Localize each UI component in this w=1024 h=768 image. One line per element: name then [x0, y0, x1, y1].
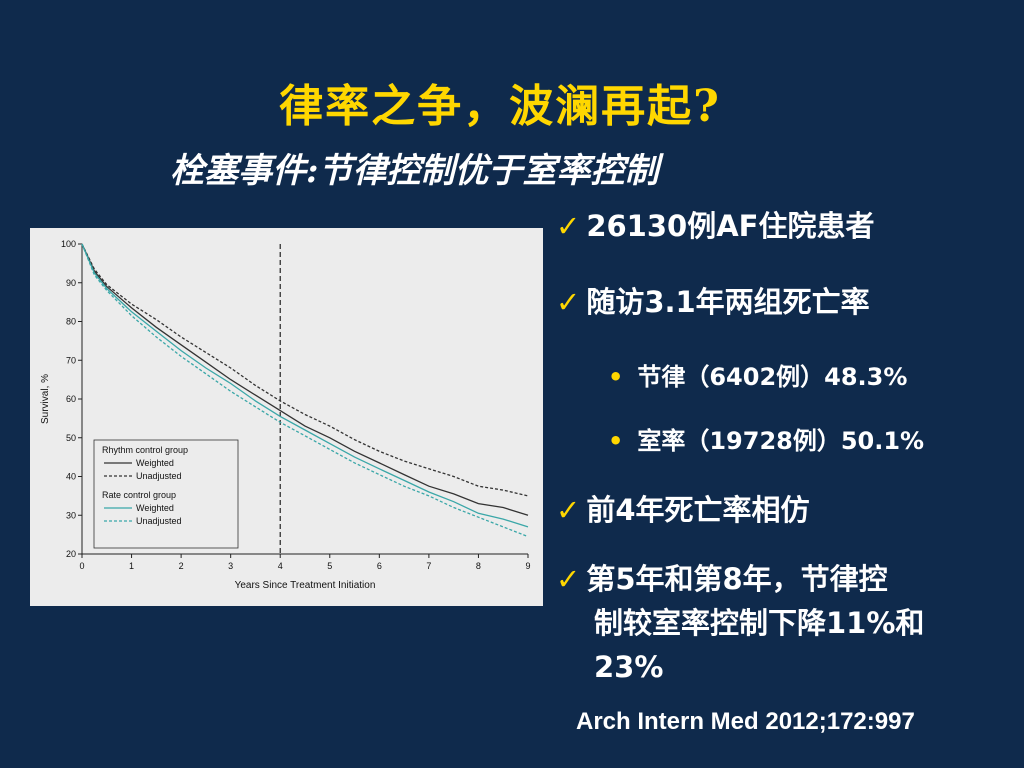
y-tick-label: 20 — [66, 549, 76, 559]
series-line-rhythm-unadjusted — [81, 243, 529, 497]
x-tick-label: 7 — [426, 561, 431, 571]
legend-item-label: Unadjusted — [136, 516, 182, 526]
x-tick-label: 6 — [377, 561, 382, 571]
survival-chart-panel: 0 1 2 3 4 5 6 7 8 9 20 30 40 50 60 70 80 90 100 Years Since… — [30, 228, 543, 606]
sub-bullet-2-text: 室率（19728例）50.1% — [637, 427, 925, 455]
checkmark-icon: ✓ — [556, 493, 581, 527]
bullet-4-text-3: 23% — [594, 650, 664, 684]
y-tick-label: 90 — [66, 278, 76, 288]
citation: Arch Intern Med 2012;172:997 — [576, 708, 915, 735]
checkmark-icon: ✓ — [556, 285, 581, 319]
x-tick-label: 4 — [278, 561, 283, 571]
x-tick-label: 8 — [476, 561, 481, 571]
survival-chart: 0 1 2 3 4 5 6 7 8 9 20 30 40 50 60 70 80 90 100 Years Since… — [40, 239, 531, 591]
y-tick-label: 80 — [66, 317, 76, 327]
bullet-4: ✓ 第5年和第8年，节律控 制较室率控制下降11%和 23% — [556, 557, 1016, 689]
bullet-3-text: 前4年死亡率相仿 — [586, 493, 810, 527]
series-line-rate-weighted — [81, 243, 529, 528]
legend-item-label: Weighted — [136, 503, 174, 513]
y-axis-label: Survival, % — [40, 374, 51, 424]
series-line-rate-unadjusted — [81, 243, 529, 538]
checkmark-icon: ✓ — [556, 562, 581, 596]
legend-item-label: Weighted — [136, 458, 174, 468]
bullet-1: ✓ 26130例AF住院患者 — [556, 203, 874, 245]
bullet-2: ✓ 随访3.1年两组死亡率 — [556, 279, 870, 321]
x-tick-label: 1 — [129, 561, 134, 571]
y-tick-label: 100 — [61, 239, 76, 249]
x-tick-label: 5 — [327, 561, 332, 571]
legend-item-label: Unadjusted — [136, 471, 182, 481]
y-tick-label: 70 — [66, 355, 76, 365]
legend-group-title: Rate control group — [102, 490, 176, 500]
sub-bullet-1: • 节律（6402例）48.3% — [608, 357, 907, 392]
series-line-rhythm-weighted — [81, 243, 529, 516]
x-axis-label: Years Since Treatment Initiation — [235, 580, 376, 591]
y-tick-label: 40 — [66, 472, 76, 482]
sub-bullet-1-text: 节律（6402例）48.3% — [637, 363, 908, 391]
bullet-4-text-2: 制较室率控制下降11%和 — [594, 606, 925, 640]
checkmark-icon: ✓ — [556, 209, 581, 243]
slide-subtitle: 栓塞事件:节律控制优于室率控制 — [170, 151, 659, 191]
x-tick-label: 0 — [79, 561, 84, 571]
bullet-2-text: 随访3.1年两组死亡率 — [586, 285, 870, 319]
bullet-dot-icon: • — [608, 427, 624, 455]
bullet-4-line-1: ✓ 第5年和第8年，节律控 — [556, 557, 1016, 601]
bullet-3: ✓ 前4年死亡率相仿 — [556, 487, 810, 529]
bullet-1-text: 26130例AF住院患者 — [586, 209, 875, 243]
sub-bullet-2: • 室率（19728例）50.1% — [608, 421, 924, 456]
legend-group-title: Rhythm control group — [102, 445, 188, 455]
x-tick-label: 9 — [525, 561, 530, 571]
y-tick-label: 60 — [66, 394, 76, 404]
x-tick-label: 2 — [179, 561, 184, 571]
x-tick-label: 3 — [228, 561, 233, 571]
y-tick-label: 30 — [66, 510, 76, 520]
y-tick-label: 50 — [66, 433, 76, 443]
bullet-dot-icon: • — [608, 363, 624, 391]
slide-title: 律率之争，波澜再起? — [279, 81, 721, 132]
bullet-4-text-1: 第5年和第8年，节律控 — [586, 562, 888, 596]
legend-box — [93, 439, 239, 549]
